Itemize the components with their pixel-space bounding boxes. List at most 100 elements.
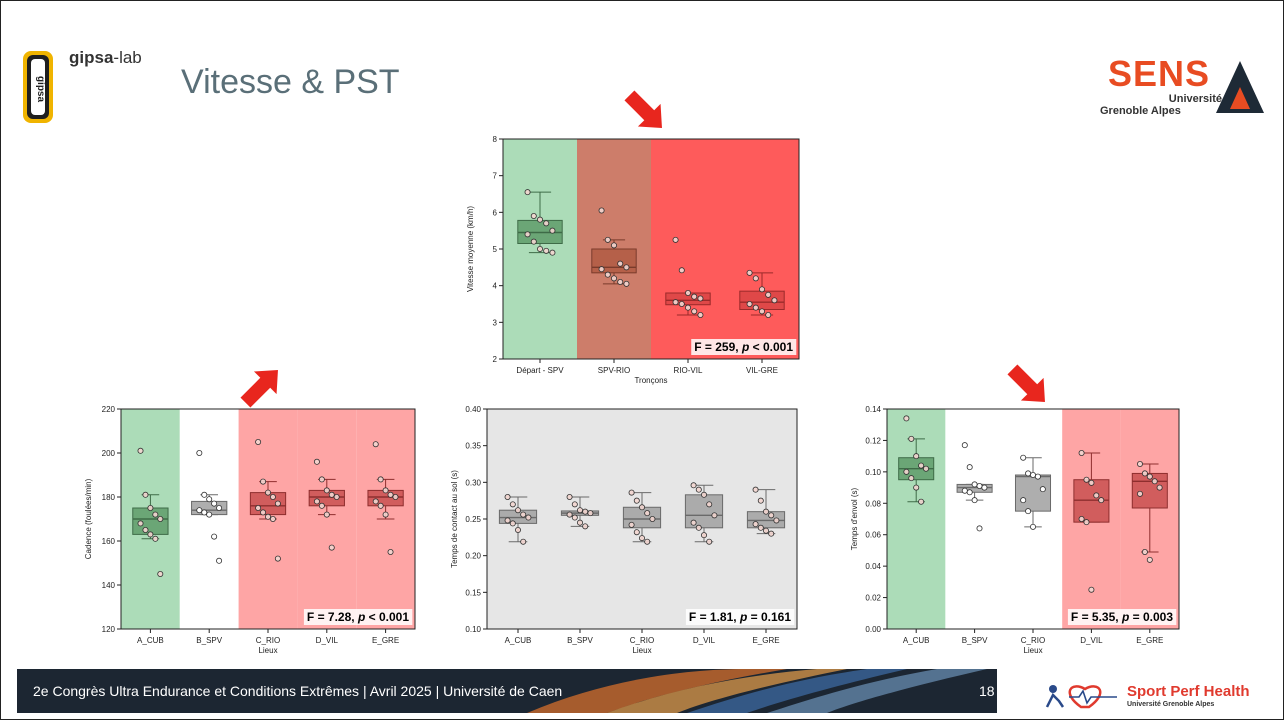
x-tick-label: A_CUB [505, 636, 532, 645]
data-point [672, 299, 679, 306]
data-point [201, 509, 208, 516]
data-point [1156, 484, 1163, 491]
data-point [530, 213, 537, 220]
data-point [524, 231, 531, 238]
data-point [216, 557, 223, 564]
sens-mountain-icon [1216, 61, 1264, 113]
data-point [142, 527, 149, 534]
data-point [137, 447, 144, 454]
data-point [566, 494, 573, 501]
data-point [690, 482, 697, 489]
data-point [762, 527, 769, 534]
data-point [549, 249, 556, 256]
data-point [706, 538, 713, 545]
x-tick-label: VIL-GRE [746, 366, 778, 375]
x-tick-label: B_SPV [567, 636, 593, 645]
vitesse-chart: 2 3 4 5 6 7 8 Départ - SPV SPV-RIO RIO-VIL VIL-GRE… [467, 135, 800, 385]
data-point [908, 475, 915, 482]
data-point [1098, 497, 1105, 504]
data-point [269, 494, 276, 501]
data-point [543, 220, 550, 227]
zone-band [179, 409, 239, 629]
data-point [509, 520, 516, 527]
data-point [537, 246, 544, 253]
data-point [520, 511, 527, 518]
data-point [196, 450, 203, 457]
data-point [961, 487, 968, 494]
data-point [537, 216, 544, 223]
data-point [623, 264, 630, 271]
data-point [504, 517, 511, 524]
x-tick-label: E_GRE [1136, 636, 1163, 645]
sens-logo-line2: Grenoble Alpes [1100, 105, 1181, 117]
heart-runner-icon [1045, 685, 1117, 709]
gipsa-emblem-icon: gipsa [23, 51, 53, 123]
x-tick-label: E_GRE [752, 636, 779, 645]
data-point [1088, 479, 1095, 486]
data-point [752, 275, 759, 282]
data-point [377, 476, 384, 483]
stat-annotation: F = 5.35, p = 0.003 [1071, 610, 1173, 624]
footer-text: 2e Congrès Ultra Endurance et Conditions… [33, 683, 563, 699]
y-tick-label: 0.15 [465, 588, 481, 597]
data-point [913, 484, 920, 491]
data-point [923, 465, 930, 472]
zone-band [945, 409, 1004, 629]
arrow-icon [240, 370, 278, 408]
data-point [758, 286, 765, 293]
data-point [543, 247, 550, 254]
zone-band [651, 139, 725, 359]
data-point [918, 462, 925, 469]
stat-annotation-bg [691, 339, 797, 355]
y-tick-label: 200 [102, 449, 116, 458]
data-point [976, 525, 983, 532]
data-point [966, 489, 973, 496]
data-point [318, 476, 325, 483]
svg-text:gipsa: gipsa [35, 76, 46, 103]
x-tick-label: B_SPV [962, 636, 988, 645]
data-point [961, 442, 968, 449]
data-point [387, 491, 394, 498]
x-tick-label: D_VIL [316, 636, 339, 645]
data-point [644, 510, 651, 517]
data-point [1025, 470, 1032, 477]
data-point [571, 501, 578, 508]
y-tick-label: 0.12 [865, 436, 881, 445]
data-point [684, 289, 691, 296]
data-point [1029, 472, 1036, 479]
stat-annotation-bg [685, 609, 795, 625]
data-point [520, 538, 527, 545]
y-tick-label: 0.20 [465, 552, 481, 561]
data-point [264, 513, 271, 520]
data-point [137, 520, 144, 527]
x-tick-label: A_CUB [903, 636, 930, 645]
data-point [746, 300, 753, 307]
y-tick-label: 140 [102, 581, 116, 590]
y-tick-label: 0.00 [865, 625, 881, 634]
y-tick-label: 180 [102, 493, 116, 502]
data-point [617, 260, 624, 267]
y-tick-label: 0.35 [465, 442, 481, 451]
data-point [525, 514, 532, 521]
data-point [515, 527, 522, 534]
data-point [582, 508, 589, 515]
x-tick-label: E_GRE [372, 636, 399, 645]
stat-annotation: F = 259, p < 0.001 [694, 340, 793, 354]
data-point [382, 487, 389, 494]
data-point [509, 501, 516, 508]
slide-title: Vitesse & PST [181, 63, 400, 101]
data-point [633, 529, 640, 536]
data-point [1151, 478, 1158, 485]
y-tick-label: 0.06 [865, 531, 881, 540]
data-point [1020, 454, 1027, 461]
data-point [908, 435, 915, 442]
x-tick-label: D_VIL [693, 636, 716, 645]
data-point [1039, 486, 1046, 493]
data-point [274, 500, 281, 507]
x-axis-label: Tronçons [634, 376, 667, 385]
y-tick-label: 7 [493, 172, 498, 181]
data-point [903, 468, 910, 475]
x-tick-label: Départ - SPV [516, 366, 564, 375]
data-point [576, 519, 583, 526]
